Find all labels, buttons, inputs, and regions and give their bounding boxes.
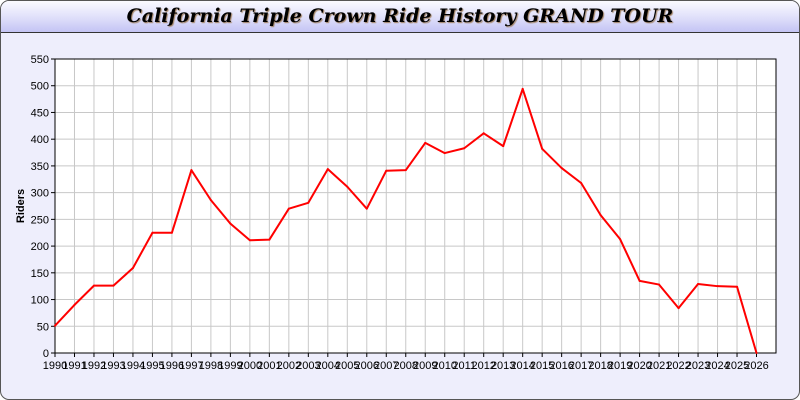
data-point xyxy=(560,167,563,170)
data-point xyxy=(502,145,505,148)
x-tick-label: 2012 xyxy=(471,360,495,372)
x-tick-label: 1994 xyxy=(121,360,145,372)
x-tick-label: 2023 xyxy=(686,360,710,372)
data-point xyxy=(131,267,134,270)
data-point xyxy=(190,169,193,172)
plot-border xyxy=(54,58,777,354)
data-point xyxy=(521,87,524,90)
data-point xyxy=(638,279,641,282)
data-point xyxy=(404,169,407,172)
x-tick-label: 2026 xyxy=(744,360,768,372)
x-tick-label: 2013 xyxy=(491,360,515,372)
data-point xyxy=(385,169,388,172)
y-tick-label: 200 xyxy=(31,241,49,253)
x-tick-label: 1997 xyxy=(179,360,203,372)
x-tick-label: 2014 xyxy=(510,360,534,372)
x-tick-label: 1996 xyxy=(160,360,184,372)
x-tick-label: 1990 xyxy=(43,360,67,372)
data-point xyxy=(73,303,76,306)
x-tick-label: 1999 xyxy=(218,360,242,372)
y-tick-label: 450 xyxy=(31,107,49,119)
data-point xyxy=(112,284,115,287)
data-point xyxy=(463,147,466,150)
data-point xyxy=(54,324,56,327)
x-tick-label: 2020 xyxy=(627,360,651,372)
x-tick-label: 2025 xyxy=(725,360,749,372)
data-point xyxy=(755,352,758,354)
data-point xyxy=(365,207,368,210)
data-point xyxy=(326,168,329,171)
y-tick-label: 400 xyxy=(31,134,49,146)
x-tick-label: 2009 xyxy=(413,360,437,372)
x-tick-label: 1998 xyxy=(199,360,223,372)
x-tick-label: 2016 xyxy=(549,360,573,372)
x-tick-label: 2004 xyxy=(316,360,340,372)
data-point xyxy=(716,285,719,288)
y-tick-label: 500 xyxy=(31,81,49,93)
y-tick-label: 50 xyxy=(37,321,49,333)
data-point xyxy=(580,182,583,185)
x-tick-label: 1995 xyxy=(140,360,164,372)
x-tick-label: 1991 xyxy=(62,360,86,372)
x-tick-label: 2003 xyxy=(296,360,320,372)
x-tick-label: 2019 xyxy=(608,360,632,372)
data-point xyxy=(287,207,290,210)
x-tick-label: 2002 xyxy=(277,360,301,372)
x-tick-label: 2000 xyxy=(238,360,262,372)
data-point xyxy=(248,239,251,242)
y-tick-label: 350 xyxy=(31,161,49,173)
data-point xyxy=(346,185,349,188)
y-tick-label: 250 xyxy=(31,214,49,226)
x-tick-label: 2015 xyxy=(530,360,554,372)
data-point xyxy=(170,231,173,234)
data-point xyxy=(307,201,310,204)
data-point xyxy=(443,152,446,155)
x-tick-label: 2017 xyxy=(569,360,593,372)
data-point xyxy=(736,285,739,288)
x-tick-label: 1993 xyxy=(101,360,125,372)
data-point xyxy=(677,307,680,310)
y-tick-label: 300 xyxy=(31,188,49,200)
x-tick-label: 2024 xyxy=(705,360,729,372)
data-point xyxy=(482,132,485,135)
data-point xyxy=(151,231,154,234)
title-bar: California Triple Crown Ride History GRA… xyxy=(1,1,799,33)
x-tick-label: 2010 xyxy=(432,360,456,372)
data-point xyxy=(541,147,544,150)
data-point xyxy=(697,283,700,286)
x-tick-label: 2008 xyxy=(394,360,418,372)
data-point xyxy=(229,222,232,225)
data-point xyxy=(209,199,212,202)
x-tick-label: 2018 xyxy=(588,360,612,372)
x-tick-label: 2001 xyxy=(257,360,281,372)
y-tick-label: 0 xyxy=(43,348,49,360)
y-tick-label: 550 xyxy=(31,54,49,66)
x-tick-label: 2007 xyxy=(374,360,398,372)
x-tick-label: 2021 xyxy=(647,360,671,372)
y-axis-label: Riders xyxy=(15,189,27,223)
y-tick-label: 100 xyxy=(31,295,49,307)
x-tick-label: 2005 xyxy=(335,360,359,372)
data-point xyxy=(619,238,622,241)
data-point xyxy=(599,214,602,217)
x-tick-label: 2011 xyxy=(452,360,476,372)
x-tick-label: 2006 xyxy=(355,360,379,372)
x-tick-label: 1992 xyxy=(82,360,106,372)
chart-title: California Triple Crown Ride History GRA… xyxy=(126,5,674,27)
plot-area xyxy=(55,59,776,353)
data-point xyxy=(268,238,271,241)
y-tick-label: 150 xyxy=(31,268,49,280)
data-point xyxy=(658,283,661,286)
data-point xyxy=(424,141,427,144)
data-point xyxy=(92,284,95,287)
x-tick-label: 2022 xyxy=(666,360,690,372)
